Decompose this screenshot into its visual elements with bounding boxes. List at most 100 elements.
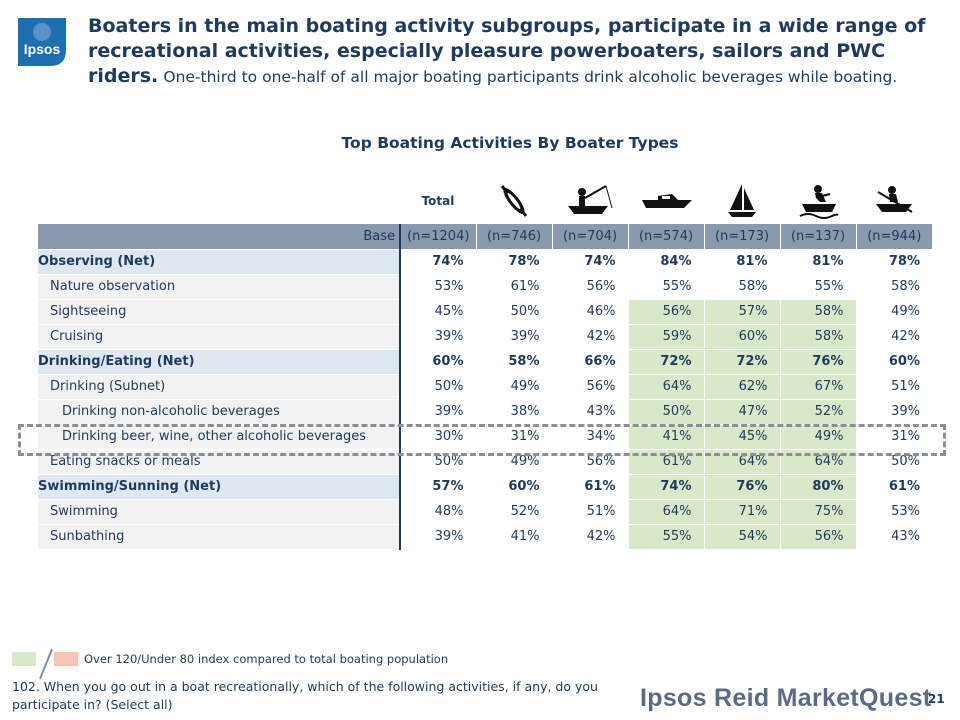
sailboat-icon [704, 180, 780, 222]
cell-value: 31% [855, 424, 932, 450]
cell-value: 48% [399, 499, 476, 525]
slide-headline: Boaters in the main boating activity sub… [88, 14, 948, 89]
cell-value: 67% [779, 374, 856, 400]
cell-value: 43% [855, 524, 932, 550]
cell-value: 39% [399, 524, 476, 550]
cell-value: 75% [779, 499, 856, 525]
table-row: Cruising 39% 39% 42% 59% 60% 58% 42% [38, 324, 932, 350]
cell-value: 61% [855, 474, 932, 500]
brand-logo-text: Ipsos Reid MarketQuest [640, 684, 932, 712]
cell-value: 66% [551, 349, 628, 375]
cell-value: 41% [627, 424, 704, 450]
headline-bold: Boaters in the main boating activity sub… [88, 15, 926, 87]
cell-value: 56% [627, 299, 704, 325]
cell-value: 55% [627, 524, 704, 550]
row-label: Swimming [38, 499, 400, 525]
chart-title: Top Boating Activities By Boater Types [341, 134, 679, 152]
cell-value: 31% [475, 424, 552, 450]
cell-value: 74% [399, 249, 476, 275]
cell-value: 49% [855, 299, 932, 325]
cell-value: 81% [779, 249, 856, 275]
cell-value: 58% [475, 349, 552, 375]
page-number: 21 [928, 692, 945, 706]
row-label: Drinking beer, wine, other alcoholic bev… [38, 424, 400, 450]
row-label: Cruising [38, 324, 400, 350]
highlight-box-alcohol-row [18, 424, 946, 456]
row-label: Observing (Net) [38, 249, 400, 275]
cell-value: 53% [855, 499, 932, 525]
cell-value: 47% [703, 399, 780, 425]
ipsos-logo: Ipsos [14, 14, 70, 70]
base-value: (n=173) [703, 224, 780, 250]
rowboat-icon [856, 180, 932, 222]
cell-value: 58% [779, 299, 856, 325]
base-value: (n=746) [475, 224, 552, 250]
cell-value: 76% [779, 349, 856, 375]
cell-value: 57% [399, 474, 476, 500]
column-header-row: Total [0, 180, 960, 222]
row-label: Drinking (Subnet) [38, 374, 400, 400]
cell-value: 39% [399, 399, 476, 425]
fishing-boat-icon [552, 180, 628, 222]
cell-value: 56% [779, 524, 856, 550]
cell-value: 80% [779, 474, 856, 500]
legend: Over 120/Under 80 index compared to tota… [12, 648, 448, 680]
cell-value: 54% [703, 524, 780, 550]
row-label: Swimming/Sunning (Net) [38, 474, 400, 500]
cell-value: 64% [627, 374, 704, 400]
cell-value: 50% [475, 299, 552, 325]
pwc-rider-icon [780, 180, 856, 222]
cell-value: 56% [551, 374, 628, 400]
cell-value: 55% [627, 274, 704, 300]
cell-value: 61% [551, 474, 628, 500]
cell-value: 84% [627, 249, 704, 275]
base-label: Base [38, 224, 400, 250]
table-row: Nature observation 53% 61% 56% 55% 58% 55% 58% [38, 274, 932, 300]
cell-value: 72% [703, 349, 780, 375]
cell-value: 60% [475, 474, 552, 500]
cell-value: 42% [551, 524, 628, 550]
row-label: Sunbathing [38, 524, 400, 550]
table-net-row: Drinking/Eating (Net) 60% 58% 66% 72% 72% 76% 6… [38, 349, 932, 375]
row-label: Nature observation [38, 274, 400, 300]
cell-value: 41% [475, 524, 552, 550]
cell-value: 76% [703, 474, 780, 500]
table-row: Swimming 48% 52% 51% 64% 71% 75% 53% [38, 499, 932, 525]
legend-divider [39, 648, 53, 680]
cell-value: 50% [627, 399, 704, 425]
cell-value: 52% [475, 499, 552, 525]
row-label: Drinking/Eating (Net) [38, 349, 400, 375]
cell-value: 60% [399, 349, 476, 375]
row-label: Sightseeing [38, 299, 400, 325]
cell-value: 38% [475, 399, 552, 425]
cell-value: 74% [627, 474, 704, 500]
cell-value: 42% [855, 324, 932, 350]
legend-swatch-over-120 [12, 652, 36, 666]
cell-value: 51% [855, 374, 932, 400]
cell-value: 81% [703, 249, 780, 275]
cell-value: 39% [855, 399, 932, 425]
cell-value: 64% [627, 499, 704, 525]
cell-value: 55% [779, 274, 856, 300]
cell-value: 46% [551, 299, 628, 325]
cell-value: 42% [551, 324, 628, 350]
base-value: (n=574) [627, 224, 704, 250]
cell-value: 57% [703, 299, 780, 325]
base-value: (n=704) [551, 224, 628, 250]
total-label: Total [421, 194, 455, 208]
table-net-row: Observing (Net) 74% 78% 74% 84% 81% 81% 78% [38, 249, 932, 275]
cell-value: 78% [475, 249, 552, 275]
cell-value: 45% [399, 299, 476, 325]
table-row: Drinking beer, wine, other alcoholic bev… [38, 424, 932, 450]
cell-value: 34% [551, 424, 628, 450]
table-row: Drinking (Subnet) 50% 49% 56% 64% 62% 67% 51% [38, 374, 932, 400]
cell-value: 71% [703, 499, 780, 525]
cell-value: 43% [551, 399, 628, 425]
base-row: Base (n=1204) (n=746) (n=704) (n=574) (n=173)… [38, 224, 932, 250]
cell-value: 39% [399, 324, 476, 350]
cell-value: 58% [703, 274, 780, 300]
cell-value: 59% [627, 324, 704, 350]
cell-value: 74% [551, 249, 628, 275]
cell-value: 72% [627, 349, 704, 375]
kayak-paddle-icon [476, 180, 552, 222]
